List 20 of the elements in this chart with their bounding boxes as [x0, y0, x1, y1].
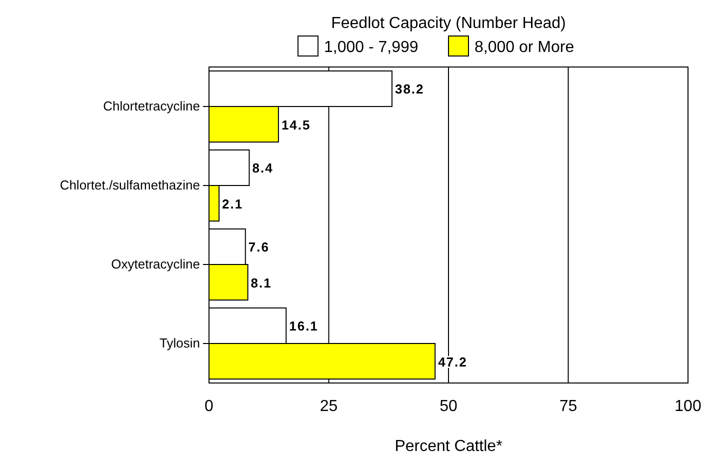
- y-tick-label: Chlortetracycline: [103, 98, 200, 114]
- data-label: 38.2: [394, 82, 424, 97]
- x-tick-label: 75: [559, 398, 578, 415]
- data-label: 14.5: [281, 117, 311, 132]
- data-label: 7.6: [248, 240, 270, 255]
- data-label: 2.1: [222, 196, 244, 212]
- data-label: 8.1: [250, 275, 272, 290]
- legend-label: 1,000 - 7,999: [324, 39, 418, 56]
- x-tick-label: 0: [204, 398, 214, 415]
- legend-label: 8,000 or More: [474, 39, 574, 56]
- x-tick-label: 25: [320, 398, 338, 415]
- y-tick-label: Tylosin: [160, 336, 200, 350]
- x-tick-label: 50: [440, 398, 458, 415]
- data-label: 8.4: [252, 160, 274, 176]
- y-tick-label: Oxytetracycline: [111, 256, 200, 272]
- x-axis-title: Percent Cattle*: [394, 438, 502, 455]
- x-tick-label: 100: [674, 398, 702, 415]
- legend-title: Feedlot Capacity (Number Head): [331, 15, 566, 32]
- data-label: 16.1: [289, 318, 318, 334]
- y-tick-label: Chlortet./sulfamethazine: [60, 178, 200, 192]
